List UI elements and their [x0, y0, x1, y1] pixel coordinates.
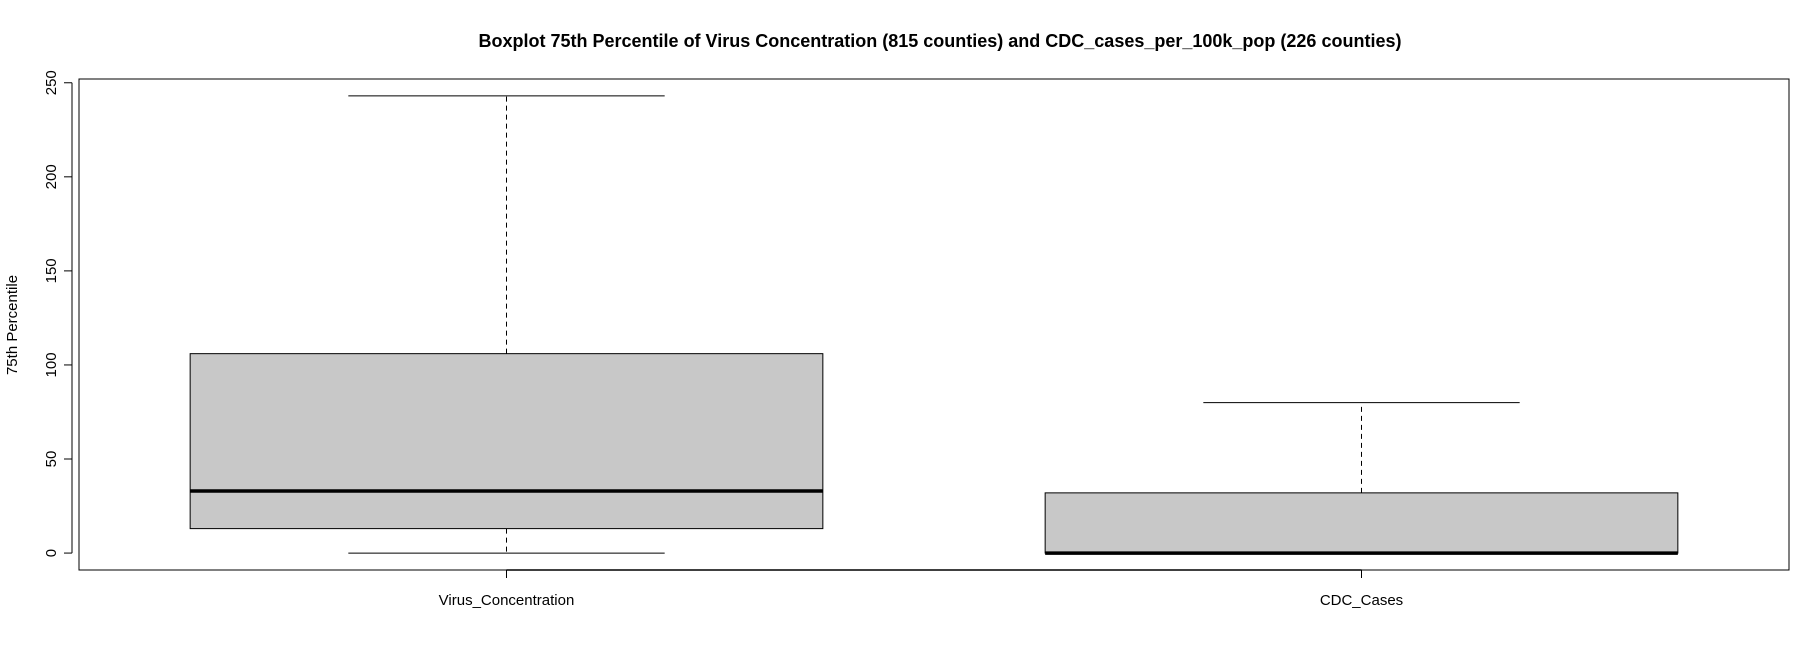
y-axis: 0 50 100 150 200 250	[43, 70, 73, 557]
x-tick-label: CDC_Cases	[1320, 592, 1403, 609]
x-tick-label: Virus_Concentration	[439, 592, 575, 609]
x-axis: Virus_Concentration CDC_Cases	[439, 569, 1403, 609]
box-CDC_Cases	[1044, 402, 1679, 555]
boxes-group	[189, 95, 1679, 555]
y-tick-label: 0	[43, 549, 60, 557]
y-tick-label: 100	[43, 352, 60, 377]
y-axis-label: 75th Percentile	[4, 275, 21, 375]
box-Virus_Concentration	[189, 95, 824, 554]
y-tick-label: 50	[43, 451, 60, 468]
chart-title: Boxplot 75th Percentile of Virus Concent…	[479, 31, 1402, 51]
box-iqr	[189, 353, 824, 530]
y-tick-label: 150	[43, 258, 60, 283]
box-iqr	[1044, 492, 1679, 554]
y-tick-label: 250	[43, 70, 60, 95]
y-tick-label: 200	[43, 164, 60, 189]
